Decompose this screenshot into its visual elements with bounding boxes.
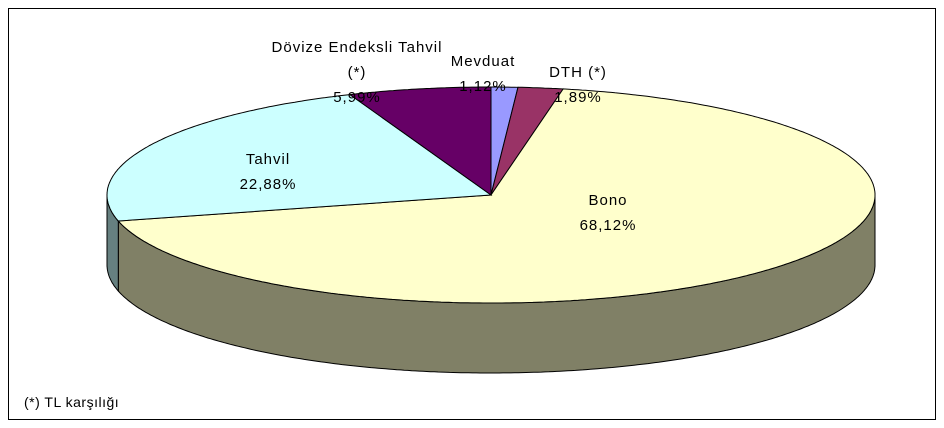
value-label: 1,89%	[554, 89, 602, 106]
value-label: 5,99%	[333, 89, 381, 106]
slice-label: Bono 68,12%	[563, 188, 653, 238]
value-label: 22,88%	[239, 176, 297, 193]
category-label: Bono	[588, 192, 628, 209]
category-label: Mevduat	[450, 53, 516, 70]
slice-label: Dövize Endeksli Tahvil (*) 5,99%	[270, 35, 445, 110]
slice	[106, 94, 493, 222]
category-label: DTH (*)	[549, 64, 607, 81]
chart-frame	[8, 8, 936, 420]
value-label: 1,12%	[459, 78, 507, 95]
footnote: (*) TL karşılığı	[24, 394, 120, 410]
category-label: Tahvil	[245, 151, 291, 168]
slice-label: DTH (*) 1,89%	[533, 60, 623, 110]
slice	[348, 86, 492, 196]
category-label: Dövize Endeksli Tahvil (*)	[271, 39, 443, 81]
slice-label: Mevduat 1,12%	[428, 49, 538, 99]
slice	[117, 88, 876, 304]
value-label: 68,12%	[579, 217, 637, 234]
slice-label: Tahvil 22,88%	[223, 147, 313, 197]
